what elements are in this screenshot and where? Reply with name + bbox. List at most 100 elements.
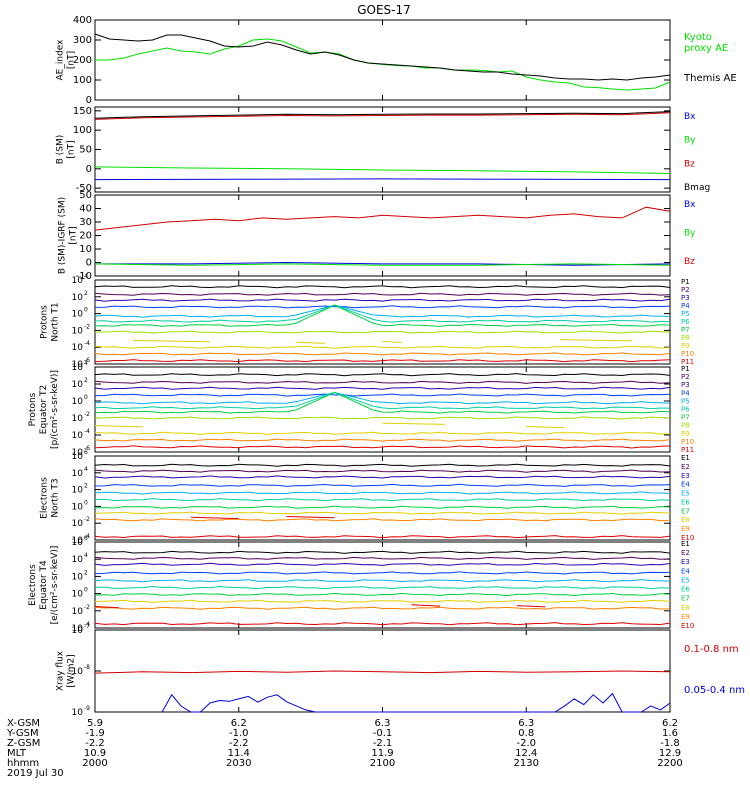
y-tick-label: 10 xyxy=(72,538,84,548)
panel-frame xyxy=(94,366,671,453)
data-segment xyxy=(526,426,565,429)
channel-label: P6 xyxy=(681,406,690,414)
y-tick-label: 10 xyxy=(72,326,84,336)
x-column-value: 6.2 xyxy=(662,718,678,729)
channel-e6 xyxy=(94,585,671,590)
y-axis-label: AE_index xyxy=(56,39,66,81)
y-axis-label: Protons xyxy=(40,305,50,339)
channel-label: E5 xyxy=(681,490,690,498)
y-tick-exponent: 2 xyxy=(84,483,88,490)
y-tick-exponent: 4 xyxy=(84,360,88,367)
y-tick-label: 10 xyxy=(72,360,84,370)
channel-p1 xyxy=(94,285,671,289)
channel-e2 xyxy=(94,556,671,560)
panel-frame xyxy=(94,629,671,713)
channel-label: P11 xyxy=(681,358,694,366)
channel-label: P5 xyxy=(681,397,690,405)
x-column-value: -2.2 xyxy=(85,738,105,749)
y-tick-exponent: 4 xyxy=(84,273,88,280)
channel-e10 xyxy=(94,535,671,539)
y-tick-label: 10 xyxy=(72,452,84,462)
y-tick-label: 10 xyxy=(72,667,84,677)
y-tick-label: 300 xyxy=(73,35,92,46)
channel-p4 xyxy=(94,305,671,309)
y-tick-label: 10 xyxy=(72,486,84,496)
x-column-value: 5.9 xyxy=(87,718,103,729)
legend-b-sm: Bmag xyxy=(684,183,710,193)
legend-b-sm: By xyxy=(684,136,696,146)
series-bz xyxy=(94,206,671,231)
channel-label: P3 xyxy=(681,381,690,389)
channel-p6 xyxy=(94,304,671,323)
y-tick-exponent: -2 xyxy=(84,411,90,418)
x-column-value: 6.2 xyxy=(231,718,247,729)
channel-p3 xyxy=(94,298,671,302)
legend-b-igrf: Bx xyxy=(684,200,696,210)
channel-label: E1 xyxy=(681,540,690,548)
y-tick-exponent: 6 xyxy=(84,449,88,456)
channel-label: P4 xyxy=(681,389,690,397)
series-themis-ae xyxy=(94,33,671,81)
y-tick-label: 10 xyxy=(72,536,84,546)
x-column-value: 6.3 xyxy=(518,718,534,729)
y-tick-exponent: 0 xyxy=(84,307,88,314)
channel-e6 xyxy=(94,498,671,502)
y-tick-exponent: -2 xyxy=(84,604,90,611)
y-tick-label: 10 xyxy=(72,572,84,582)
y-tick-exponent: 0 xyxy=(84,587,88,594)
x-column-value: 11.4 xyxy=(228,748,250,759)
channel-label: E4 xyxy=(681,481,690,489)
channel-p9 xyxy=(94,431,671,435)
y-axis-label: [nT] xyxy=(69,226,79,244)
legend-b-sm: Bz xyxy=(684,159,695,169)
y-tick-exponent: -7 xyxy=(84,623,90,630)
x-column-value: 2200 xyxy=(657,758,682,769)
y-tick-exponent: -4 xyxy=(84,428,90,435)
y-tick-exponent: 4 xyxy=(84,466,88,473)
channel-e4 xyxy=(94,571,671,575)
plot-title: GOES-17 xyxy=(357,3,411,17)
channel-label: P3 xyxy=(681,294,690,302)
channel-label: E1 xyxy=(681,454,690,462)
y-tick-exponent: 2 xyxy=(84,290,88,297)
x-row-label: hhmm xyxy=(7,758,39,769)
y-tick-exponent: -9 xyxy=(84,705,90,712)
channel-p6 xyxy=(94,391,671,410)
y-axis-label: [e/(cm²-s-sr-keV)] xyxy=(50,546,60,625)
y-axis-label: Electrons xyxy=(40,477,50,519)
channel-label: P8 xyxy=(681,334,690,342)
y-tick-label: 0 xyxy=(86,258,92,269)
y-tick-exponent: 6 xyxy=(84,535,88,542)
channel-e2 xyxy=(94,469,671,473)
y-tick-label: 10 xyxy=(72,590,84,600)
x-column-value: -2.0 xyxy=(516,738,536,749)
y-axis-label: Electrons xyxy=(28,564,38,606)
series-by xyxy=(94,263,671,266)
channel-label: E3 xyxy=(681,558,690,566)
legend-xray-short: 0.05-0.4 nm xyxy=(684,685,745,696)
x-column-value: 0.8 xyxy=(518,728,534,739)
channel-p9 xyxy=(94,345,671,349)
channel-label: E7 xyxy=(681,507,690,515)
x-column-value: 12.9 xyxy=(659,748,681,759)
channel-label: E8 xyxy=(681,604,690,612)
y-tick-label: 200 xyxy=(73,55,92,66)
channel-p1 xyxy=(94,373,671,377)
channel-e1 xyxy=(94,550,671,554)
legend-xray-long: 0.1-0.8 nm xyxy=(684,644,739,655)
channel-label: P5 xyxy=(681,310,690,318)
legend-kyoto: proxy AE xyxy=(684,43,728,54)
data-segment xyxy=(559,339,632,342)
y-tick-label: 150 xyxy=(73,106,92,117)
channel-p7 xyxy=(94,391,671,414)
channel-e3 xyxy=(94,475,671,479)
legend-themis: Themis AE xyxy=(683,73,737,84)
channel-p11 xyxy=(94,359,671,363)
y-tick-label: 10 xyxy=(72,363,84,373)
data-segment xyxy=(382,422,445,425)
y-tick-label: 10 xyxy=(72,607,84,617)
y-tick-exponent: -8 xyxy=(84,664,90,671)
channel-label: P6 xyxy=(681,318,690,326)
